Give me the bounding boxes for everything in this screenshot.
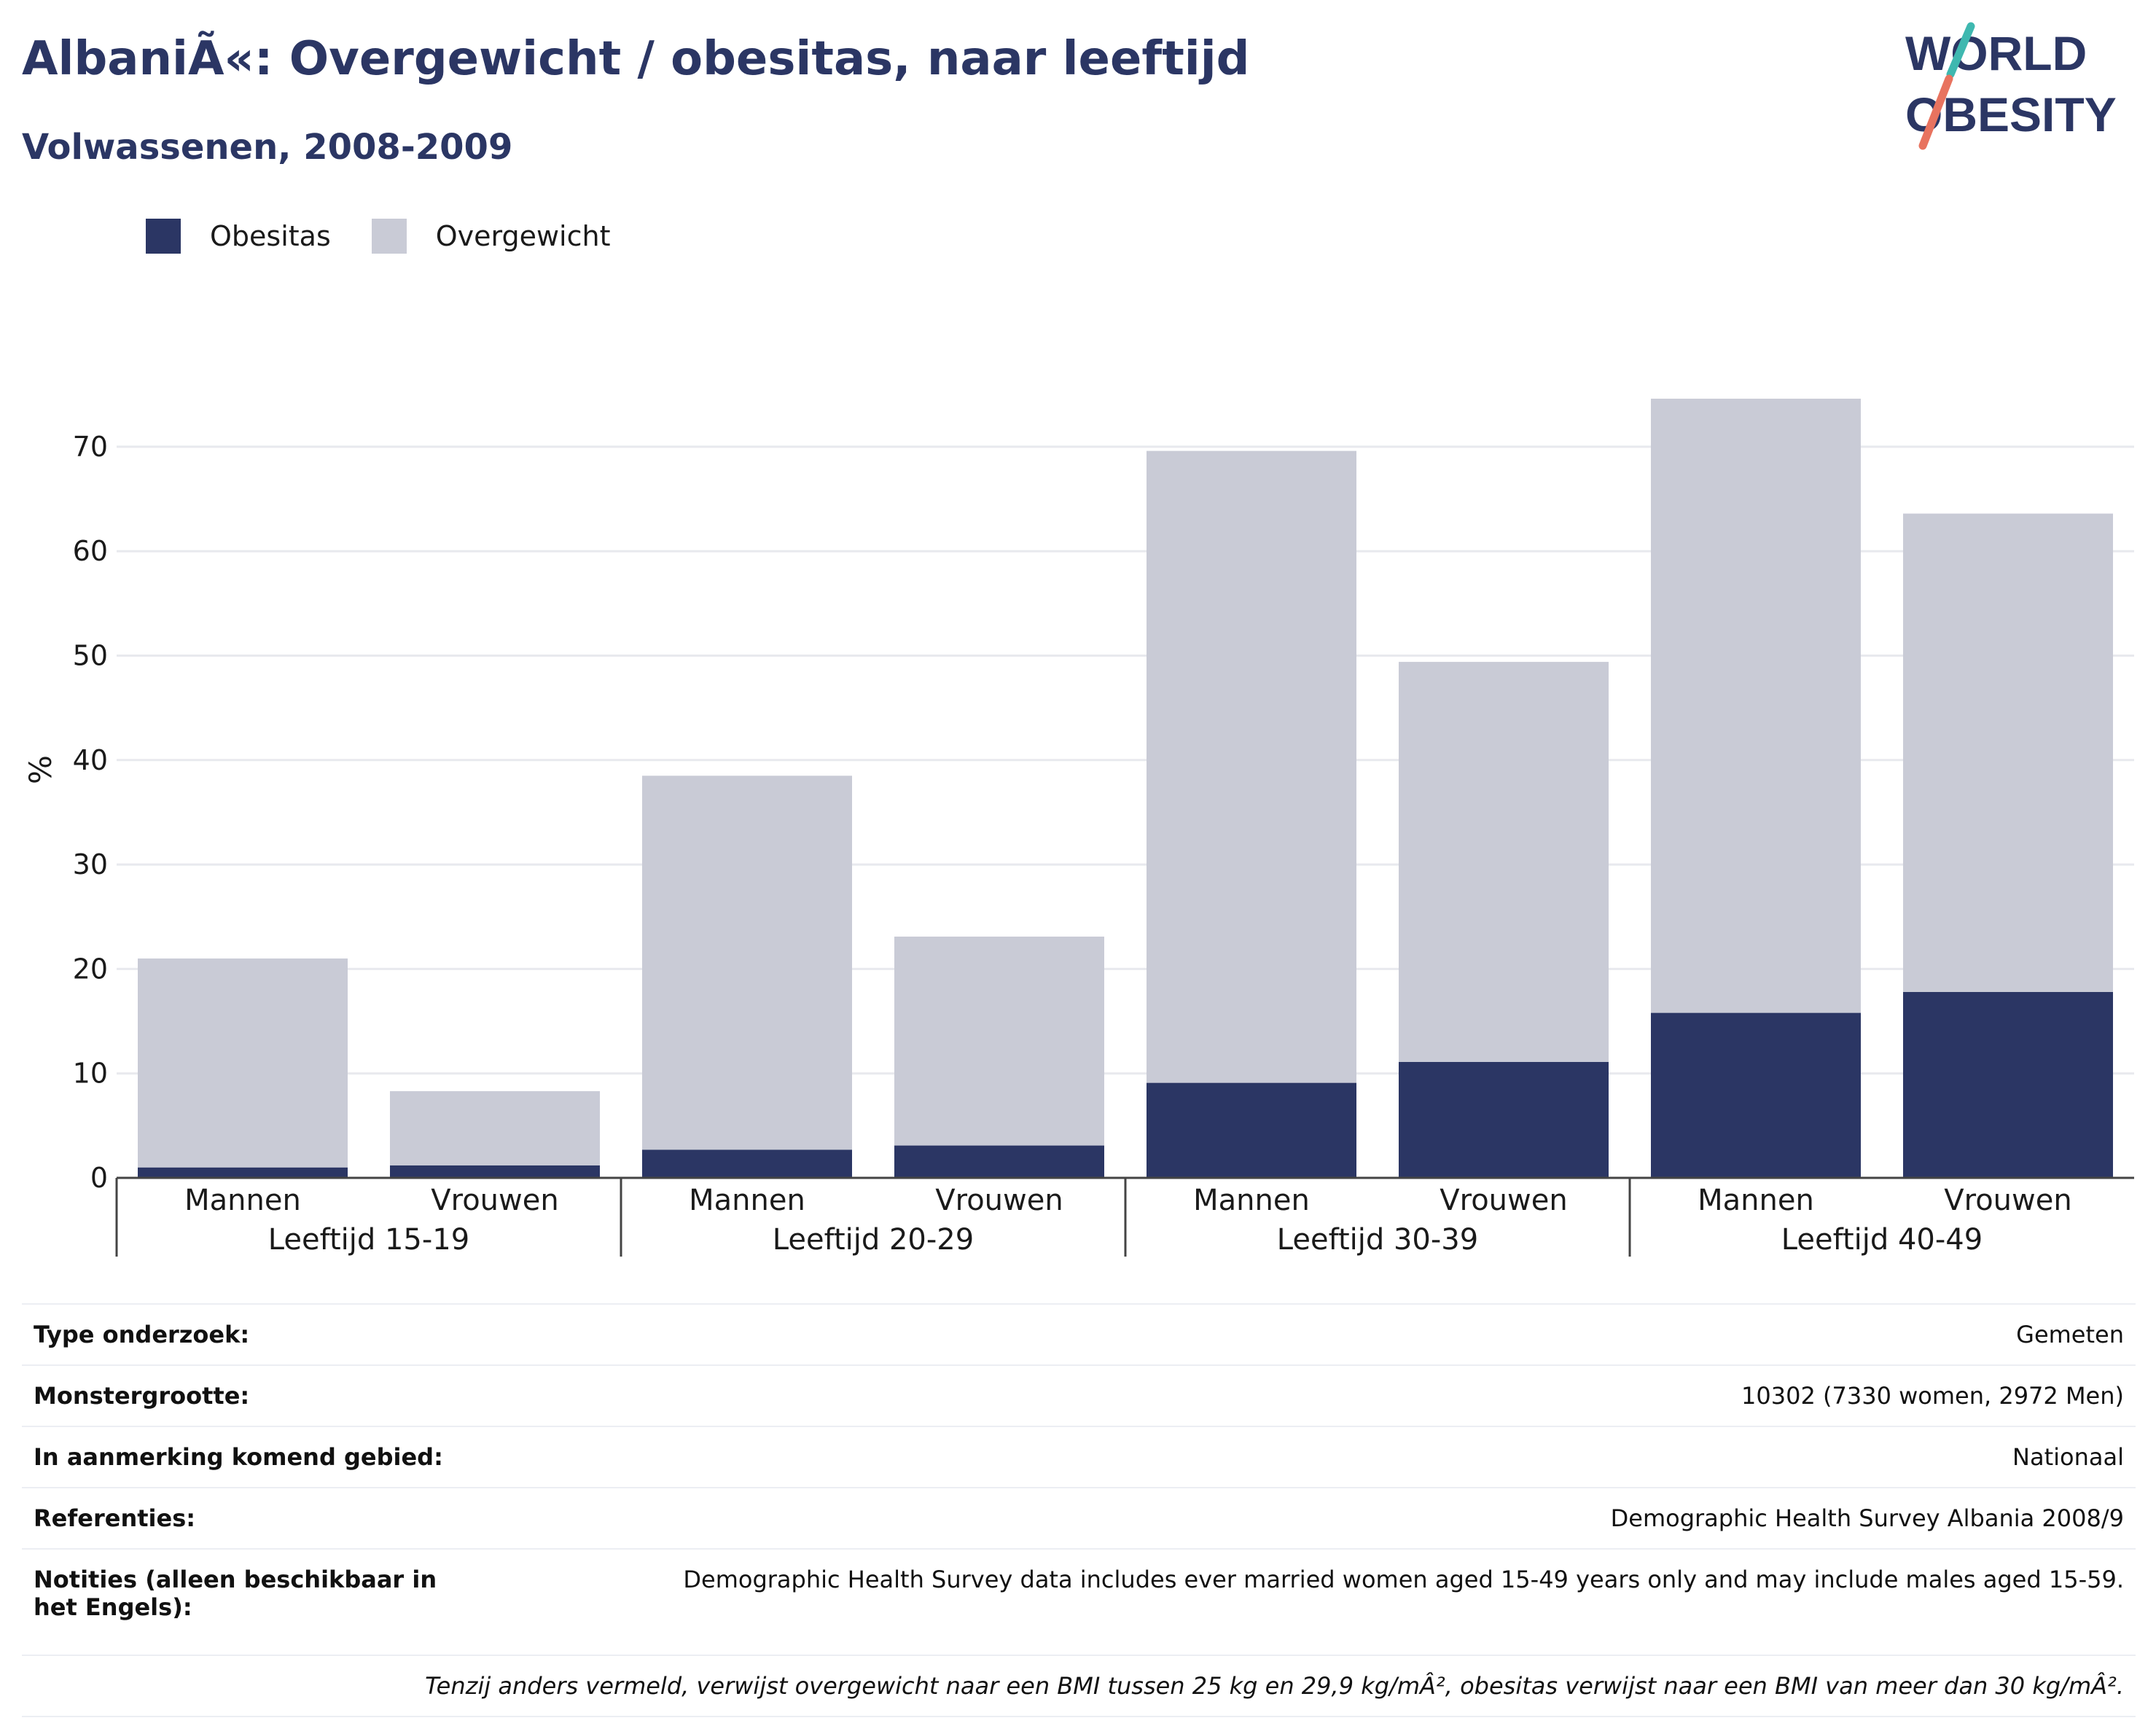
bar-obesitas-4 [1147,1082,1356,1178]
info-key: In aanmerking komend gebied: [22,1426,497,1488]
info-value: Gemeten [497,1303,2136,1365]
info-row-notes: Notities (alleen beschikbaar in het Enge… [22,1548,2136,1655]
x-tick-label: Mannen [1193,1184,1310,1217]
page-title: AlbaniÃ«: Overgewicht / obesitas, naar l… [22,32,1250,86]
logo-slash-coral [1918,74,1953,150]
y-axis-label: % [23,755,58,784]
x-tick-label: Mannen [184,1184,301,1217]
info-key: Monstergrootte: [22,1364,497,1426]
info-row-area: In aanmerking komend gebied: Nationaal [22,1426,2136,1488]
bar-chart: 0 10 20 30 40 50 60 70% Mannen Vrouwen Mannen Vrouw… [23,398,2134,1257]
bar-obesitas-7 [1903,991,2113,1178]
bar-overgewicht-6 [1651,398,1861,1013]
x-group-label: Leeftijd 20-29 [773,1223,974,1257]
footnote: Tenzij anders vermeld, verwijst overgewi… [22,1655,2136,1717]
x-tick-label: Mannen [1698,1184,1814,1217]
info-row-sample: Monstergrootte: 10302 (7330 women, 2972 … [22,1364,2136,1426]
info-row-type: Type onderzoek: Gemeten [22,1303,2136,1365]
x-tick-label: Vrouwen [935,1184,1063,1217]
info-value: Nationaal [497,1426,2136,1488]
y-tick-label: 10 [73,1058,108,1090]
y-tick-label: 20 [73,953,108,985]
legend-swatch-overgewicht [371,219,407,254]
legend-swatch-obesitas [146,219,181,254]
legend-label-overgewicht: Overgewicht [435,220,611,252]
bar-obesitas-5 [1399,1061,1609,1178]
info-value: Demographic Health Survey data includes … [497,1548,2136,1655]
survey-info-table: Type onderzoek: Gemeten Monstergrootte: … [22,1303,2136,1717]
world-obesity-logo: WORLD OBESITY [1905,22,2117,150]
y-tick-label: 70 [73,431,108,463]
info-value: 10302 (7330 women, 2972 Men) [497,1364,2136,1426]
bar-obesitas-0 [138,1167,348,1178]
info-row-footnote: Tenzij anders vermeld, verwijst overgewi… [22,1655,2136,1717]
info-key: Referenties: [22,1487,497,1549]
y-tick-label: 0 [90,1162,108,1194]
y-tick-label: 50 [73,640,108,672]
bar-overgewicht-1 [390,1091,600,1165]
legend-item-obesitas[interactable]: Obesitas [146,219,331,254]
x-tick-label: Vrouwen [431,1184,558,1217]
bar-overgewicht-0 [138,958,348,1168]
page-subtitle: Volwassenen, 2008-2009 [22,127,513,168]
y-tick-label: 40 [73,744,108,776]
info-value: Demographic Health Survey Albania 2008/9 [497,1487,2136,1549]
bar-overgewicht-4 [1147,450,1356,1083]
x-group-label: Leeftijd 30-39 [1277,1223,1478,1257]
bar-overgewicht-3 [894,936,1104,1146]
x-group-label: Leeftijd 15-19 [268,1223,469,1257]
logo-slash-teal [1946,22,1975,79]
x-tick-label: Vrouwen [1440,1184,1567,1217]
y-tick-label: 60 [73,535,108,567]
info-row-references: Referenties: Demographic Health Survey A… [22,1487,2136,1549]
x-tick-label: Vrouwen [1944,1184,2071,1217]
legend-item-overgewicht[interactable]: Overgewicht [371,219,611,254]
bar-obesitas-6 [1651,1012,1861,1178]
y-tick-label: 30 [73,848,108,880]
bar-overgewicht-7 [1903,513,2113,992]
info-key: Type onderzoek: [22,1303,497,1365]
bar-obesitas-1 [390,1165,600,1178]
bar-obesitas-3 [894,1145,1104,1178]
bar-obesitas-2 [642,1149,852,1178]
x-group-label: Leeftijd 40-49 [1781,1223,1983,1257]
logo-word-world: WORLD [1905,26,2087,80]
bar-overgewicht-2 [642,776,852,1150]
bar-overgewicht-5 [1399,662,1609,1062]
chart-legend: Obesitas Overgewicht [146,216,652,257]
info-key: Notities (alleen beschikbaar in het Enge… [22,1548,497,1655]
x-tick-label: Mannen [689,1184,805,1217]
legend-label-obesitas: Obesitas [210,220,331,252]
